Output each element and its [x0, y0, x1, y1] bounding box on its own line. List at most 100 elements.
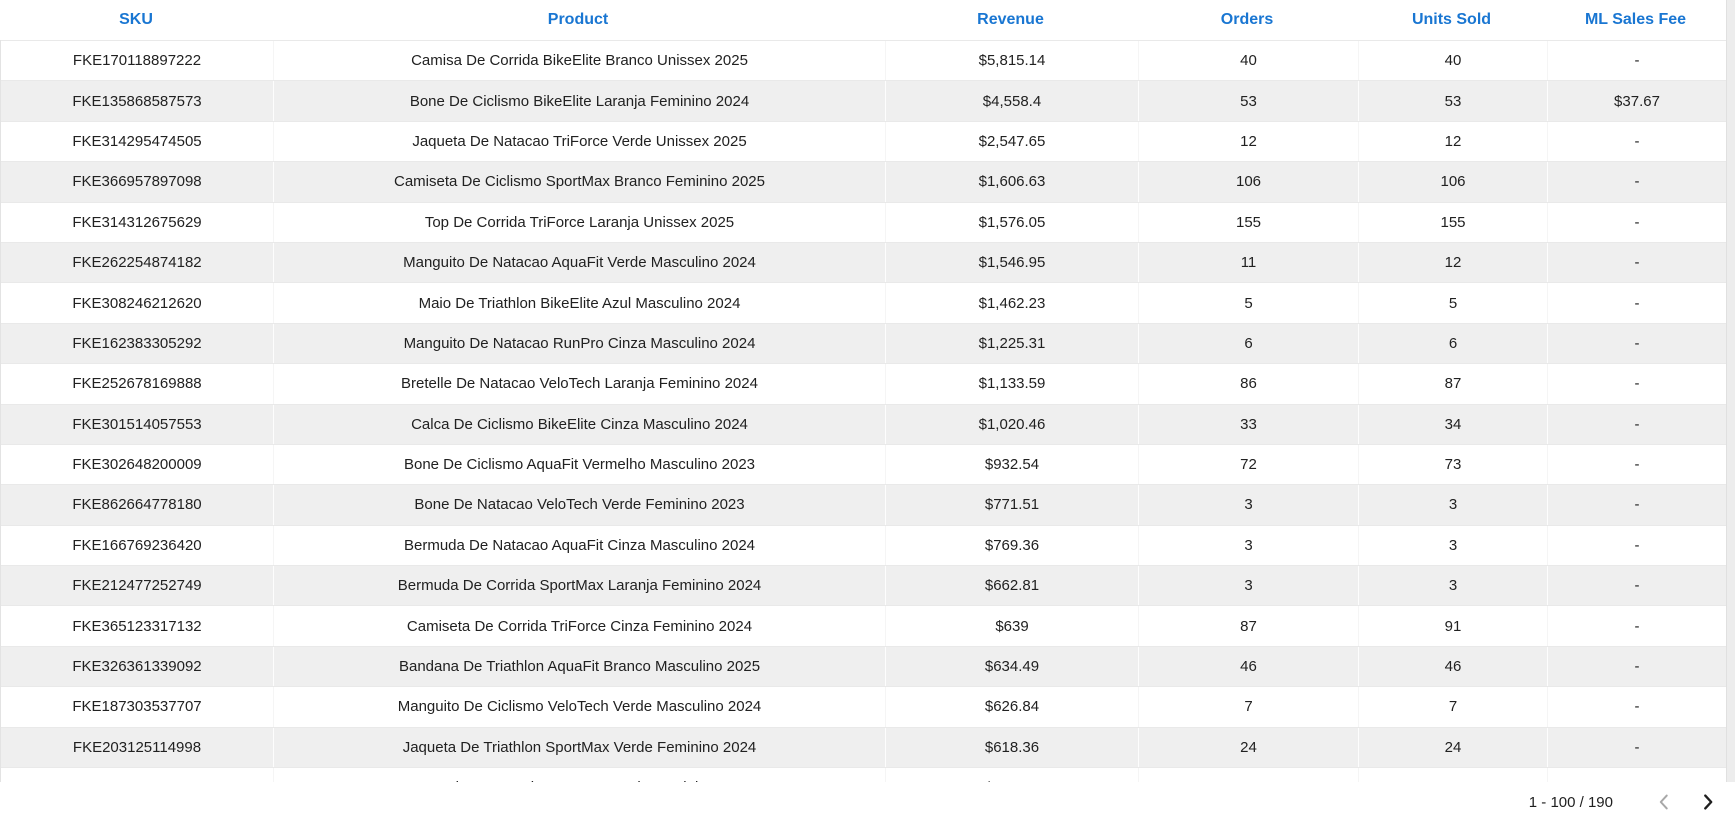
- column-header-product[interactable]: Product: [547, 11, 609, 28]
- cell-orders: 3: [1138, 525, 1358, 566]
- column-header-orders[interactable]: Orders: [1220, 11, 1274, 28]
- cell-sku: FKE262254874182: [72, 254, 202, 272]
- cell-revenue: $1,225.31: [885, 323, 1138, 364]
- cell-sku: FKE250073244381: [1, 768, 273, 782]
- cell-orders: 25: [1138, 768, 1358, 782]
- column-header-units-sold[interactable]: Units Sold: [1411, 11, 1492, 28]
- cell-revenue: $662.81: [885, 566, 1138, 606]
- cell-revenue: $769.36: [885, 525, 1138, 566]
- cell-product: Bone De Natacao VeloTech Verde Feminino …: [273, 485, 885, 525]
- cell-revenue: $932.54: [885, 444, 1138, 485]
- column-header-sku[interactable]: SKU: [119, 11, 153, 28]
- table-row: FKE162383305292 Manguito De Natacao RunP…: [1, 322, 1726, 364]
- cell-sku: FKE252678169888: [72, 375, 202, 393]
- cell-ml-sales-fee: -: [1547, 485, 1726, 525]
- cell-product: Camiseta De Ciclismo SportMax Branco Fem…: [273, 162, 885, 202]
- cell-orders: 5: [1138, 283, 1358, 323]
- pagination-prev-button[interactable]: [1651, 789, 1677, 815]
- cell-revenue: $618.36: [885, 727, 1138, 768]
- cell-sku: FKE365123317132: [72, 617, 202, 635]
- cell-orders: 155: [1138, 202, 1358, 242]
- table-row: FKE301514057553 Calca De Ciclismo BikeEl…: [1, 403, 1726, 444]
- cell-units-sold: 6: [1358, 323, 1547, 364]
- cell-ml-sales-fee: -: [1547, 646, 1726, 687]
- pagination-range-label: 1 - 100 / 190: [1528, 793, 1613, 811]
- cell-revenue: $634.49: [885, 646, 1138, 687]
- cell-ml-sales-fee: -: [1547, 444, 1726, 485]
- cell-revenue: $771.51: [885, 485, 1138, 525]
- cell-product: Manguito De Ciclismo VeloTech Verde Masc…: [273, 687, 885, 727]
- cell-ml-sales-fee: -: [1547, 525, 1726, 566]
- cell-product: Bandana De Triathlon AquaFit Branco Masc…: [273, 646, 885, 687]
- cell-sku: FKE326361339092: [72, 658, 202, 676]
- table-header-row: SKU Product Revenue Orders Units Sold ML…: [0, 0, 1726, 40]
- cell-ml-sales-fee: -: [1547, 606, 1726, 646]
- cell-sku: FKE314295474505: [72, 132, 202, 150]
- scrollbar-track[interactable]: [1726, 0, 1735, 782]
- cell-units-sold: 73: [1358, 444, 1547, 485]
- cell-ml-sales-fee: -: [1547, 283, 1726, 323]
- cell-orders: 24: [1138, 727, 1358, 768]
- table-row: FKE187303537707 Manguito De Ciclismo Vel…: [1, 686, 1726, 727]
- cell-product: Bretelle De Natacao VeloTech Laranja Fem…: [273, 364, 885, 404]
- cell-units-sold: 46: [1358, 646, 1547, 687]
- cell-product: Top De Corrida TriForce Laranja Unissex …: [273, 202, 885, 242]
- cell-product: Manguito De Natacao AquaFit Verde Mascul…: [273, 242, 885, 283]
- cell-revenue: $626.84: [885, 687, 1138, 727]
- pagination-next-button[interactable]: [1695, 789, 1721, 815]
- cell-units-sold: 12: [1358, 242, 1547, 283]
- cell-ml-sales-fee: -: [1547, 566, 1726, 606]
- cell-product: Bermuda De Corrida SportMax Laranja Femi…: [273, 566, 885, 606]
- cell-orders: 106: [1138, 162, 1358, 202]
- cell-sku: FKE187303537707: [72, 698, 202, 716]
- cell-product: Camiseta De Corrida TriForce Cinza Femin…: [273, 606, 885, 646]
- chevron-left-icon: [1653, 791, 1675, 813]
- table-row: FKE862664778180 Bone De Natacao VeloTech…: [1, 484, 1726, 525]
- table-row: FKE314312675629 Top De Corrida TriForce …: [1, 201, 1726, 242]
- cell-orders: 11: [1138, 242, 1358, 283]
- cell-revenue: $639: [885, 606, 1138, 646]
- cell-units-sold: 24: [1358, 727, 1547, 768]
- cell-product: Jaqueta De Natacao TriForce Verde Unisse…: [273, 121, 885, 162]
- cell-ml-sales-fee: -: [1547, 323, 1726, 364]
- cell-ml-sales-fee: -: [1547, 364, 1726, 404]
- cell-sku: FKE301514057553: [72, 415, 202, 433]
- cell-orders: 7: [1138, 687, 1358, 727]
- cell-sku: FKE314312675629: [72, 213, 202, 231]
- cell-sku: FKE366957897098: [72, 173, 202, 191]
- table-row: FKE203125114998 Jaqueta De Triathlon Spo…: [1, 726, 1726, 768]
- column-header-revenue[interactable]: Revenue: [977, 11, 1044, 28]
- cell-revenue: $1,546.95: [885, 242, 1138, 283]
- cell-revenue: $4,558.4: [885, 81, 1138, 121]
- cell-sku: FKE166769236420: [72, 536, 202, 554]
- cell-orders: 6: [1138, 323, 1358, 364]
- cell-revenue: $2,547.65: [885, 121, 1138, 162]
- cell-product: Jaqueta De Triathlon SportMax Verde Femi…: [273, 727, 885, 768]
- table-row: FKE366957897098 Camiseta De Ciclismo Spo…: [1, 161, 1726, 202]
- cell-units-sold: 25: [1358, 768, 1547, 782]
- cell-product: Bone De Ciclismo AquaFit Vermelho Mascul…: [273, 444, 885, 485]
- cell-ml-sales-fee: -: [1547, 404, 1726, 444]
- table-row: FKE250073244381 Bermuda De Running RunPr…: [1, 767, 1726, 782]
- table-row: FKE135868587573 Bone De Ciclismo BikeEli…: [1, 80, 1726, 121]
- table-row: FKE170118897222 Camisa De Corrida BikeEl…: [1, 40, 1726, 81]
- cell-units-sold: 106: [1358, 162, 1547, 202]
- column-header-ml-sales-fee[interactable]: ML Sales Fee: [1584, 11, 1687, 28]
- cell-units-sold: 3: [1358, 525, 1547, 566]
- table-row: FKE166769236420 Bermuda De Natacao AquaF…: [1, 524, 1726, 566]
- cell-revenue: $1,462.23: [885, 283, 1138, 323]
- cell-orders: 53: [1138, 81, 1358, 121]
- cell-sku: FKE170118897222: [72, 52, 202, 70]
- cell-ml-sales-fee: -: [1547, 121, 1726, 162]
- chevron-right-icon: [1697, 791, 1719, 813]
- cell-units-sold: 3: [1358, 566, 1547, 606]
- cell-orders: 3: [1138, 566, 1358, 606]
- cell-revenue: $1,020.46: [885, 404, 1138, 444]
- cell-units-sold: 40: [1358, 41, 1547, 81]
- cell-orders: 86: [1138, 364, 1358, 404]
- cell-ml-sales-fee: -: [1547, 687, 1726, 727]
- cell-units-sold: 155: [1358, 202, 1547, 242]
- cell-sku: FKE862664778180: [72, 496, 202, 514]
- table-row: FKE212477252749 Bermuda De Corrida Sport…: [1, 565, 1726, 606]
- cell-units-sold: 12: [1358, 121, 1547, 162]
